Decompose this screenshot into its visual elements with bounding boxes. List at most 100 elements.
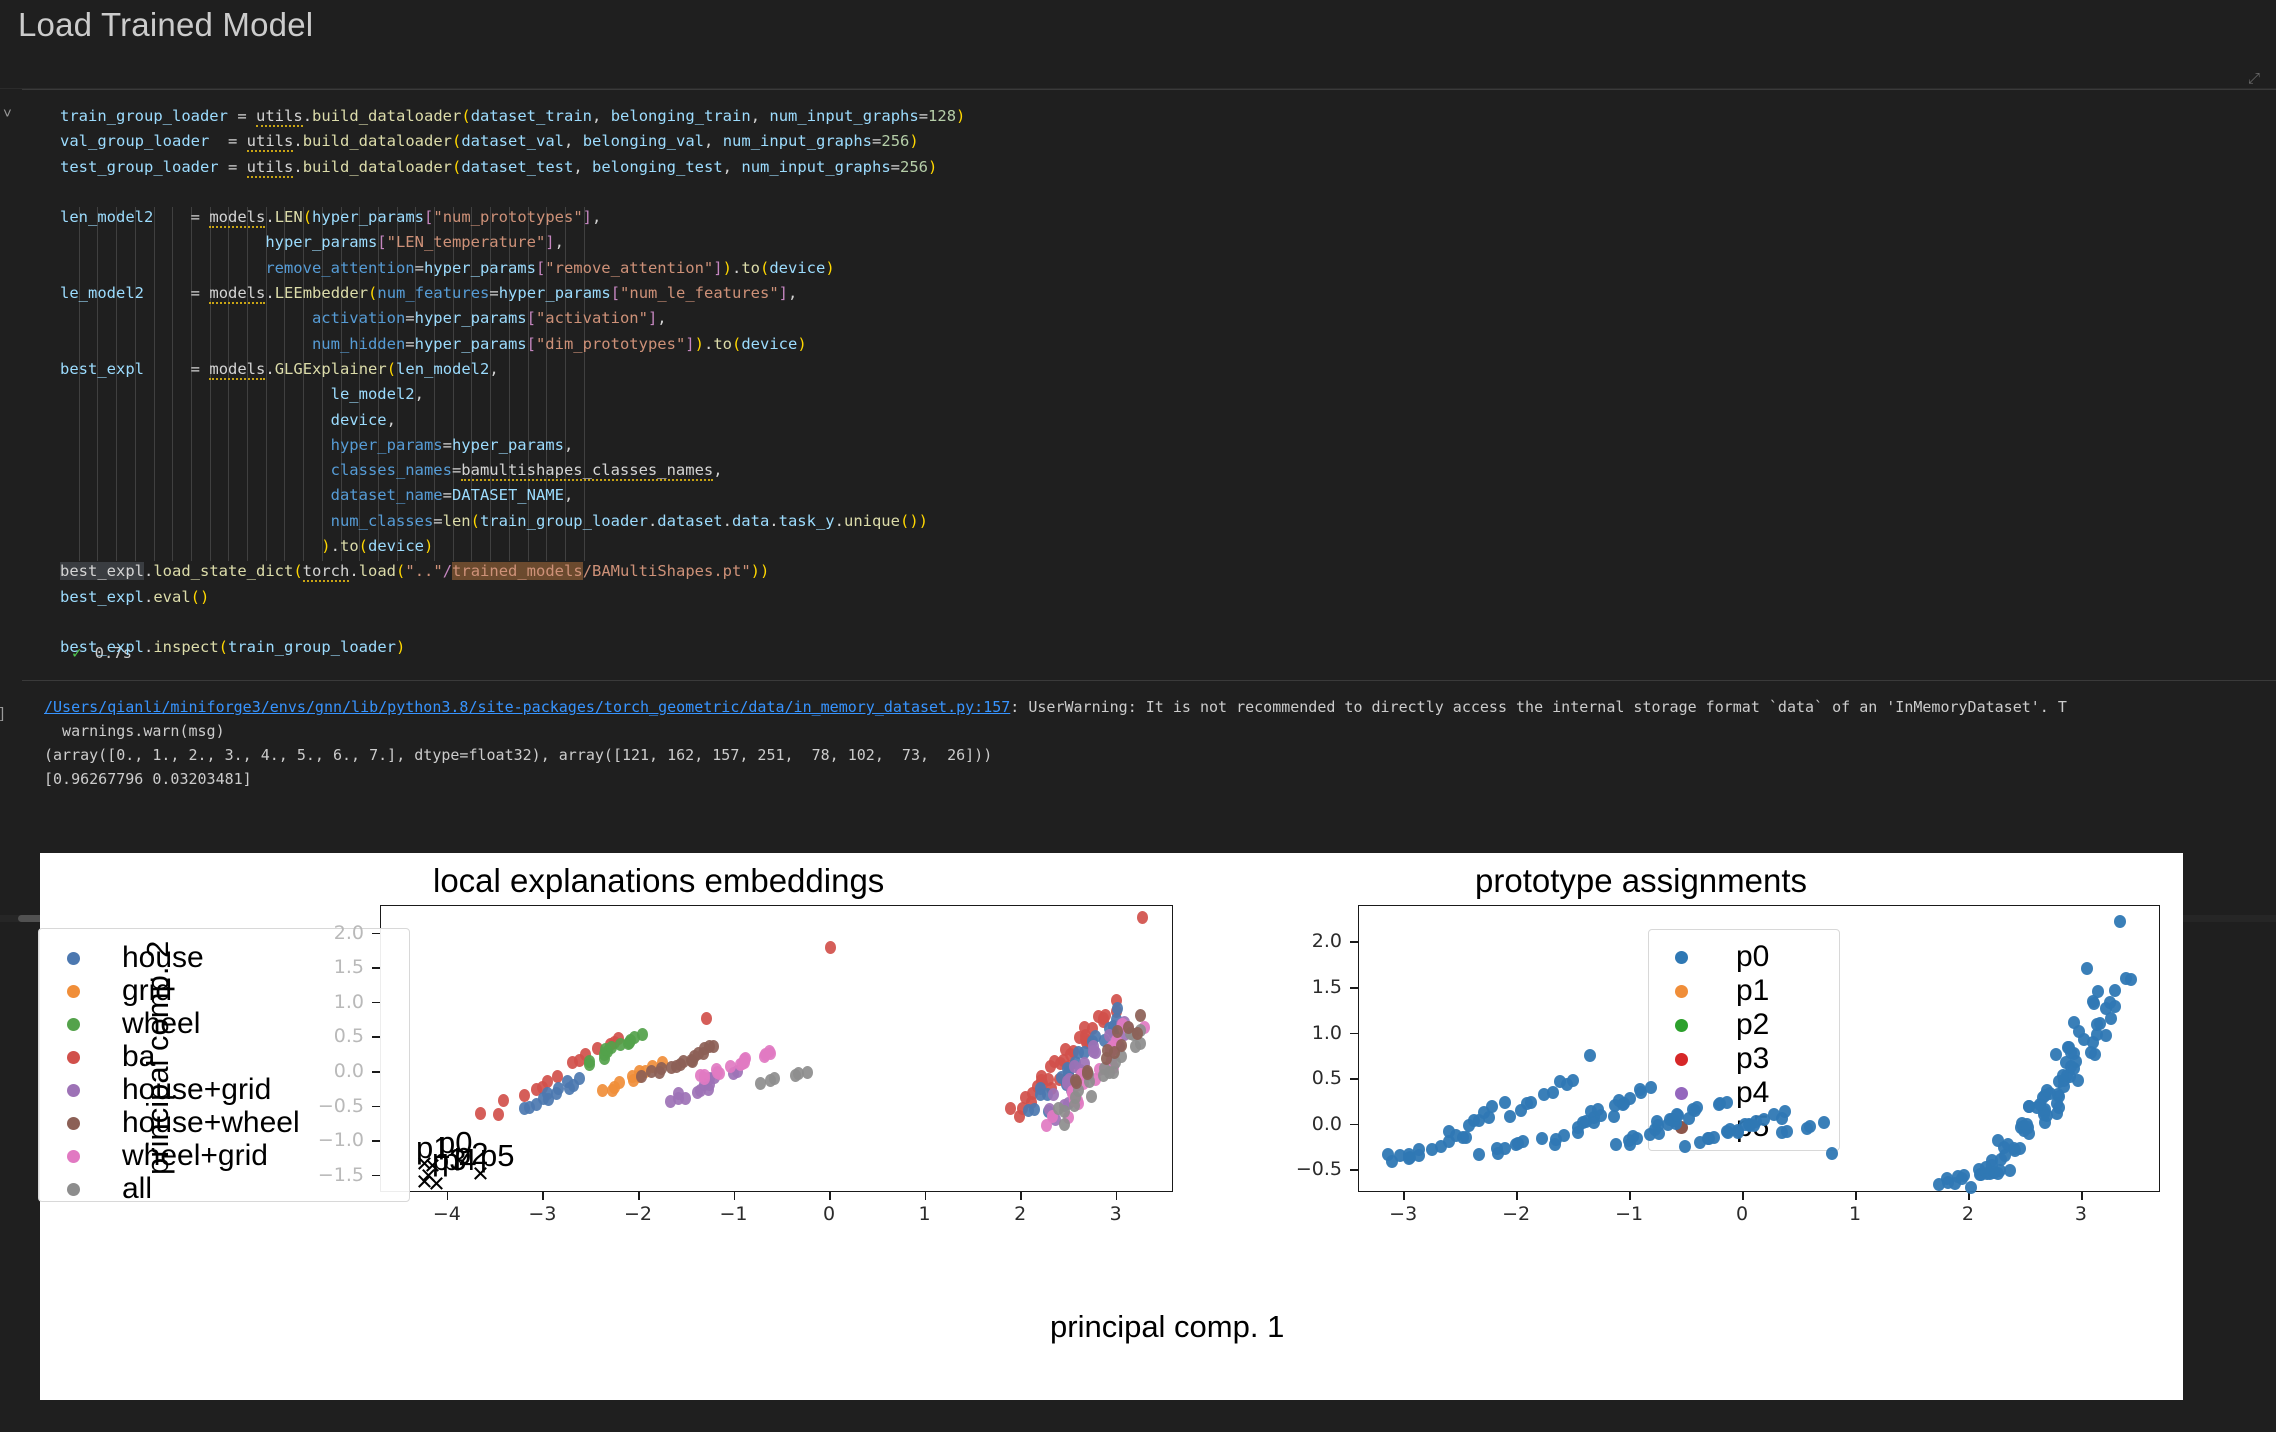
resize-handle-icon[interactable]: ⤢ (2248, 70, 2261, 87)
data-point (1087, 1021, 1099, 1035)
left-plot-title: local explanations embeddings (433, 862, 885, 899)
x-tick-label: 2 (1961, 1203, 1975, 1225)
left-plot-legend: house grid wheel ba house+grid house+wheel whe… (38, 928, 410, 1205)
y-tickmark (1350, 1032, 1358, 1035)
data-point (542, 1087, 554, 1101)
data-point (580, 1047, 592, 1061)
page-title: Load Trained Model (18, 6, 314, 43)
data-point (542, 1074, 554, 1088)
y-tick-label: 0.0 (1311, 1112, 1342, 1135)
data-point (1090, 1046, 1102, 1060)
data-point (1047, 1110, 1059, 1124)
legend-entry: p4 (1675, 1076, 1769, 1110)
legend-marker (67, 984, 80, 998)
data-point (645, 1065, 657, 1079)
data-point (2108, 984, 2121, 998)
data-point (1403, 1151, 1416, 1165)
data-point (531, 1082, 543, 1096)
x-tick-label: −2 (623, 1203, 652, 1225)
data-point (1083, 1074, 1095, 1088)
prototype-label: p0 (438, 1125, 473, 1160)
y-tickmark (372, 1174, 380, 1177)
data-point (626, 1070, 638, 1084)
warning-call: warnings.warn(msg) (44, 722, 225, 740)
data-point (562, 1074, 574, 1088)
data-point (2091, 985, 2104, 999)
data-point (519, 1089, 531, 1103)
data-point (2003, 1164, 2016, 1178)
x-tickmark (1629, 1192, 1631, 1200)
data-point (591, 1042, 603, 1056)
data-point (1104, 1029, 1116, 1043)
data-point (498, 1093, 510, 1107)
data-point (678, 1055, 690, 1069)
data-point (1516, 1135, 1529, 1149)
data-point (732, 1065, 744, 1079)
legend-marker (67, 951, 80, 965)
chevron-down-icon[interactable]: ˅ (3, 105, 12, 122)
x-tickmark (542, 1192, 544, 1200)
data-point (1442, 1125, 1455, 1139)
data-point (1104, 1022, 1116, 1036)
data-point (1504, 1110, 1517, 1124)
data-point (524, 1100, 536, 1114)
x-tickmark (1115, 1192, 1118, 1200)
cell-gutter[interactable]: ˅ ] (0, 89, 22, 722)
data-point (2058, 1079, 2071, 1093)
y-tick-label: 0.5 (1311, 1067, 1342, 1090)
data-point (1941, 1172, 1954, 1186)
left-plot-xlabel: principal comp. 1 (1050, 1309, 1285, 1344)
data-point (1058, 1117, 1070, 1131)
data-point (1014, 1110, 1026, 1124)
data-point (530, 1097, 542, 1111)
y-tickmark (372, 967, 380, 969)
code-content[interactable]: train_group_loader = utils.build_dataloa… (60, 107, 966, 657)
data-point (1626, 1129, 1639, 1143)
left-plot-axes[interactable] (380, 905, 1173, 1192)
y-tick-label: 0.5 (333, 1025, 364, 1048)
data-point (1535, 1131, 1548, 1145)
data-point (725, 1059, 737, 1073)
output-text: /Users/qianli/miniforge3/envs/gnn/lib/py… (22, 681, 2276, 791)
prototype-x-marker: × (416, 1166, 433, 1198)
data-point (2050, 1048, 2063, 1062)
data-point (1134, 1037, 1146, 1051)
data-point (1079, 1021, 1091, 1035)
data-point (801, 1065, 813, 1079)
data-point (670, 1059, 682, 1073)
data-point (1524, 1095, 1537, 1109)
output-collapse-icon[interactable]: ] (0, 705, 5, 722)
code-editor[interactable]: train_group_loader = utils.build_dataloa… (22, 89, 2276, 677)
y-tickmark (372, 1036, 380, 1038)
data-point (2104, 1012, 2117, 1026)
data-point (1034, 1082, 1046, 1096)
y-tick-label: −1.0 (317, 1129, 364, 1152)
data-point (1778, 1105, 1791, 1119)
legend-label: p0 (1736, 940, 1770, 973)
data-point (1499, 1142, 1512, 1156)
data-point (1078, 1045, 1090, 1059)
legend-label: p2 (1736, 1008, 1770, 1041)
data-point (2068, 1015, 2081, 1029)
data-point (1826, 1147, 1839, 1161)
left-plot-ylabel: principal comp. 2 (140, 940, 175, 1175)
legend-entry: ba (67, 1040, 155, 1074)
data-point (1047, 1088, 1059, 1102)
data-point (1425, 1142, 1438, 1156)
data-point (793, 1067, 805, 1081)
data-point (664, 1095, 676, 1109)
warning-source-link[interactable]: /Users/qianli/miniforge3/envs/gnn/lib/py… (44, 698, 1011, 716)
data-point (1633, 1083, 1646, 1097)
x-tick-label: 3 (2074, 1203, 2087, 1225)
data-point (673, 1086, 685, 1100)
data-point (518, 1101, 530, 1115)
data-point (1058, 1053, 1070, 1067)
data-point (1566, 1074, 1579, 1088)
y-tickmark (372, 932, 380, 935)
x-tickmark (829, 1192, 831, 1200)
data-point (1116, 1018, 1128, 1032)
data-point (1098, 1068, 1110, 1082)
data-point (754, 1077, 766, 1091)
x-tickmark (1855, 1192, 1857, 1200)
x-tickmark (2080, 1192, 2083, 1200)
